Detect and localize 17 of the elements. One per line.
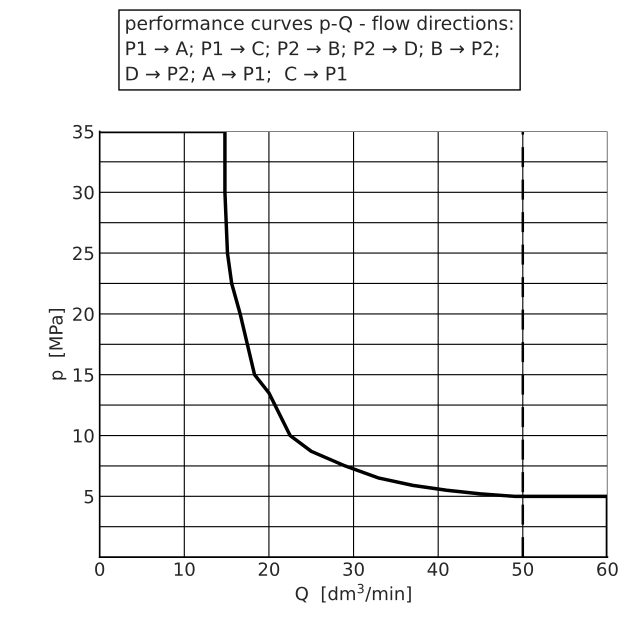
x-tick-label: 30 (343, 562, 364, 576)
x-tick-label: 40 (428, 562, 448, 576)
x-tick-label: 20 (258, 562, 280, 576)
x-axis-title: Q [dm$^{3}$/min] (296, 584, 411, 602)
y-tick-label: 20 (73, 307, 94, 322)
y-tick-label: 10 (74, 428, 94, 443)
x-tick-label: 0 (95, 562, 104, 576)
y-tick-label: 5 (84, 490, 94, 504)
y-tick-label: 35 (73, 124, 94, 139)
y-axis-title: p [MPa] (48, 308, 66, 380)
chart-title: performance curves p-Q - flow directions: P1 → A; P1 → C; P2 → B; P2 → D; B → P2; D → P2; A → P1; C → P1 (126, 16, 512, 83)
x-tick-label: 10 (174, 562, 195, 576)
y-tick-label: 25 (73, 246, 94, 260)
y-tick-label: 15 (74, 368, 94, 382)
x-tick-label: 60 (597, 562, 618, 576)
x-tick-label: 50 (512, 562, 534, 576)
y-tick-label: 30 (73, 186, 94, 200)
